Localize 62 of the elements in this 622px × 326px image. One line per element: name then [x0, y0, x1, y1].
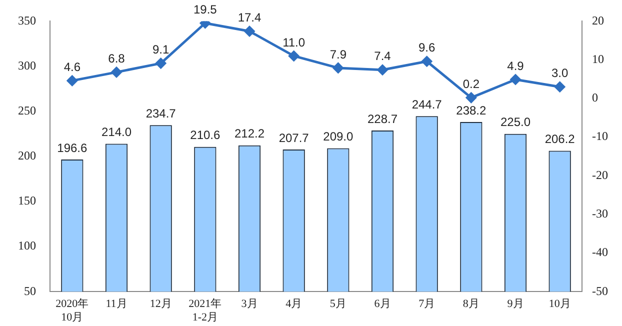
- x-tick-label: 2020年 10月: [56, 298, 89, 324]
- data-label: 4.9: [507, 58, 524, 73]
- point: [422, 56, 432, 67]
- x-tick-label: 5月: [330, 298, 346, 310]
- data-label: 196.6: [57, 140, 88, 155]
- y-tick-label: 100: [18, 238, 36, 253]
- y2-tick-label: -20: [592, 168, 608, 182]
- x-tick-label: 10月: [548, 298, 571, 310]
- x-tick-label: 7月: [418, 298, 436, 310]
- data-label: 9.1: [152, 42, 170, 57]
- y2-tick-label: -50: [592, 284, 608, 298]
- y-tick-label: 150: [18, 194, 36, 208]
- data-label: 228.7: [367, 112, 398, 126]
- data-label: 7.4: [374, 49, 392, 64]
- data-label: 7.9: [330, 47, 347, 62]
- y-tick-label: 200: [18, 148, 36, 163]
- data-label: 210.6: [190, 128, 221, 142]
- x-tick-label: 9月: [507, 298, 524, 310]
- data-label: 234.7: [146, 106, 176, 120]
- point: [156, 58, 166, 69]
- data-label: 17.4: [238, 10, 262, 25]
- y2-tick-label: -10: [592, 129, 608, 144]
- y-tick-label: 350: [18, 13, 36, 28]
- x-tick-label: 3月: [241, 298, 258, 310]
- point: [377, 64, 388, 76]
- data-label: 212.2: [234, 126, 265, 141]
- x-tick-label: 6月: [374, 298, 391, 310]
- x-tick-label: 8月: [462, 298, 480, 310]
- data-label: 19.5: [193, 2, 218, 16]
- data-label: 225.0: [500, 115, 531, 130]
- data-label: 206.2: [544, 132, 576, 146]
- data-label: 238.2: [456, 103, 487, 118]
- y2-tick-label: -40: [592, 245, 608, 260]
- point: [66, 75, 78, 86]
- data-label: 244.7: [412, 97, 442, 112]
- data-label: 214.0: [101, 125, 132, 140]
- data-label: 6.8: [108, 52, 126, 66]
- point: [111, 66, 122, 78]
- y-tick-label: 50: [24, 284, 36, 298]
- y-tick-label: 300: [18, 58, 36, 72]
- y2-tick-label: 0: [592, 90, 598, 105]
- data-label: 9.6: [418, 40, 436, 55]
- data-label: 4.6: [64, 60, 81, 74]
- x-tick-label: 2021年 1-2月: [188, 298, 222, 324]
- data-label: 209.0: [323, 130, 354, 144]
- x-tick-label: 4月: [286, 298, 302, 310]
- data-label: 11.0: [282, 35, 306, 50]
- point: [466, 92, 476, 103]
- point: [554, 82, 566, 92]
- data-label: 207.7: [278, 130, 310, 145]
- data-label: 3.0: [551, 66, 568, 80]
- point: [510, 74, 521, 85]
- point: [244, 26, 255, 36]
- y-tick-label: 250: [18, 103, 36, 118]
- x-tick-label: 12月: [150, 298, 172, 310]
- x-tick-label: 11月: [106, 298, 128, 310]
- y2-tick-label: -30: [592, 206, 608, 220]
- data-label: 0.2: [462, 76, 480, 91]
- point: [288, 50, 300, 62]
- y2-tick-label: 10: [592, 52, 604, 66]
- point: [332, 62, 344, 74]
- y2-tick-label: 20: [592, 13, 604, 28]
